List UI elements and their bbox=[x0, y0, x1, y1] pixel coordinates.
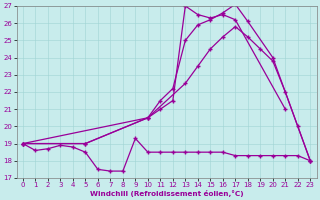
X-axis label: Windchill (Refroidissement éolien,°C): Windchill (Refroidissement éolien,°C) bbox=[90, 190, 244, 197]
